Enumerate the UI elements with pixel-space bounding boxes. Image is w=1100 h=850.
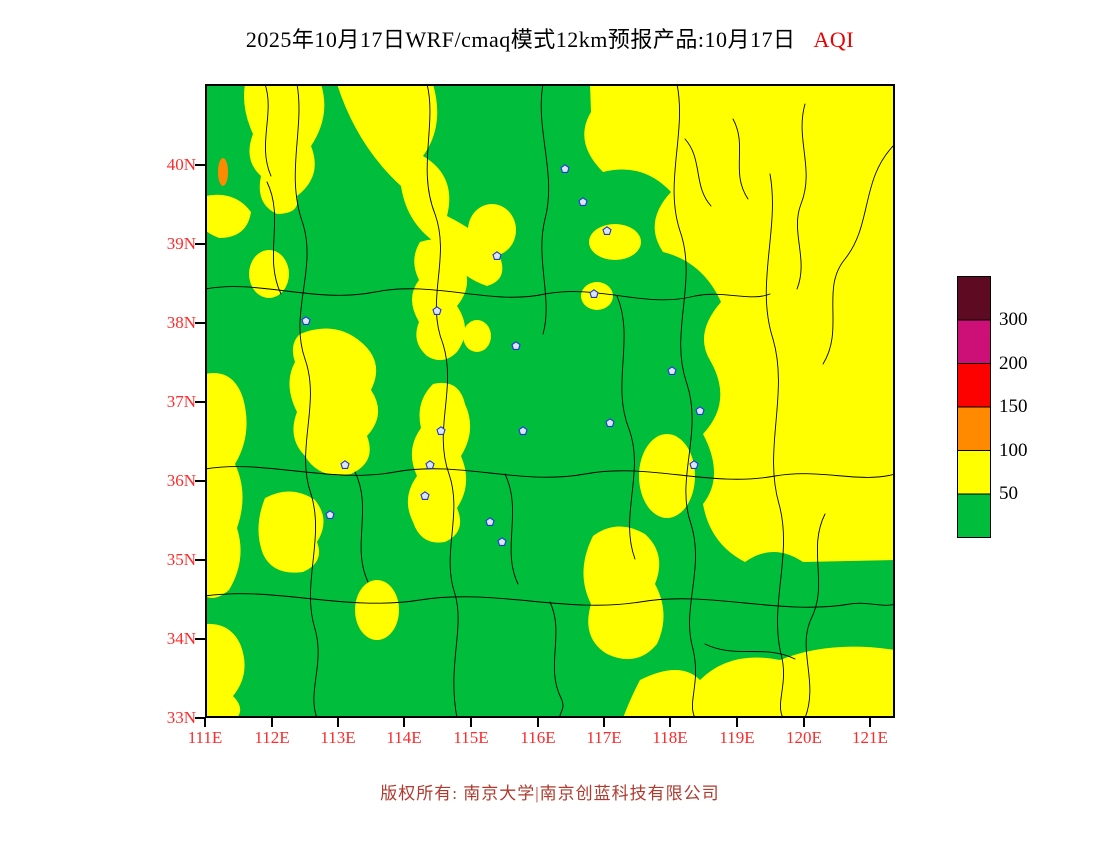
y-axis-tick [195, 164, 205, 166]
page-title: 2025年10月17日WRF/cmaq模式12km预报产品:10月17日 AQI [0, 22, 1100, 54]
legend-swatch-0-50 [957, 493, 991, 538]
legend-swatch-300plus [957, 276, 991, 321]
legend-swatch-50-100 [957, 450, 991, 495]
x-axis-tick [204, 718, 206, 727]
aqi-yellow-regions [205, 84, 895, 718]
x-axis-label: 120E [786, 728, 822, 747]
y-axis-tick [195, 717, 205, 719]
x-axis-tick [337, 718, 339, 727]
y-axis-label: 40N [166, 155, 196, 174]
x-axis-tick [470, 718, 472, 727]
y-axis-label: 38N [166, 313, 196, 332]
map-frame [205, 84, 895, 718]
x-axis-label: 118E [652, 728, 688, 747]
y-axis-label: 36N [166, 471, 196, 490]
y-axis-label: 37N [166, 392, 196, 411]
aqi-orange-spot [218, 158, 228, 186]
x-axis-tick [603, 718, 605, 727]
y-axis-label: 35N [166, 550, 196, 569]
x-axis-label: 111E [187, 728, 223, 747]
title-variable-aqi: AQI [813, 27, 855, 52]
legend-value-label: 300 [999, 309, 1028, 330]
copyright-footer: 版权所有: 南京大学|南京创蓝科技有限公司 [380, 784, 720, 803]
legend-swatch-200-300 [957, 319, 991, 364]
legend-value-label: 200 [999, 352, 1028, 374]
y-axis-tick [195, 480, 205, 482]
x-axis-label: 115E [453, 728, 489, 747]
y-axis-label: 34N [166, 629, 196, 648]
x-axis-label: 121E [852, 728, 888, 747]
legend-value-label: 100 [999, 439, 1028, 461]
x-axis-label: 116E [520, 728, 556, 747]
y-axis-tick [195, 559, 205, 561]
legend-value-label: 150 [999, 396, 1028, 417]
title-text: 2025年10月17日WRF/cmaq模式12km预报产品:10月17日 [245, 27, 796, 52]
x-axis-tick [403, 718, 405, 727]
x-axis-tick [669, 718, 671, 727]
x-axis-tick [736, 718, 738, 727]
x-axis-label: 114E [386, 728, 422, 747]
forecast-map [205, 84, 895, 718]
y-axis-tick [195, 243, 205, 245]
legend-swatch-150-200 [957, 363, 991, 408]
x-axis-label: 119E [719, 728, 755, 747]
x-axis-label: 117E [586, 728, 622, 747]
admin-boundaries [205, 84, 895, 718]
y-axis-label: 33N [166, 708, 196, 727]
legend-value-label: 50 [999, 483, 1018, 504]
x-axis-label: 112E [254, 728, 290, 747]
y-axis-tick [195, 401, 205, 403]
y-axis-tick [195, 638, 205, 640]
aqi-colorbar [957, 276, 991, 538]
x-axis-label: 113E [320, 728, 356, 747]
y-axis-label: 39N [166, 234, 196, 253]
x-axis-tick [537, 718, 539, 727]
x-axis-tick [869, 718, 871, 727]
legend-swatch-100-150 [957, 406, 991, 451]
x-axis-tick [803, 718, 805, 727]
y-axis-tick [195, 322, 205, 324]
x-axis-tick [271, 718, 273, 727]
